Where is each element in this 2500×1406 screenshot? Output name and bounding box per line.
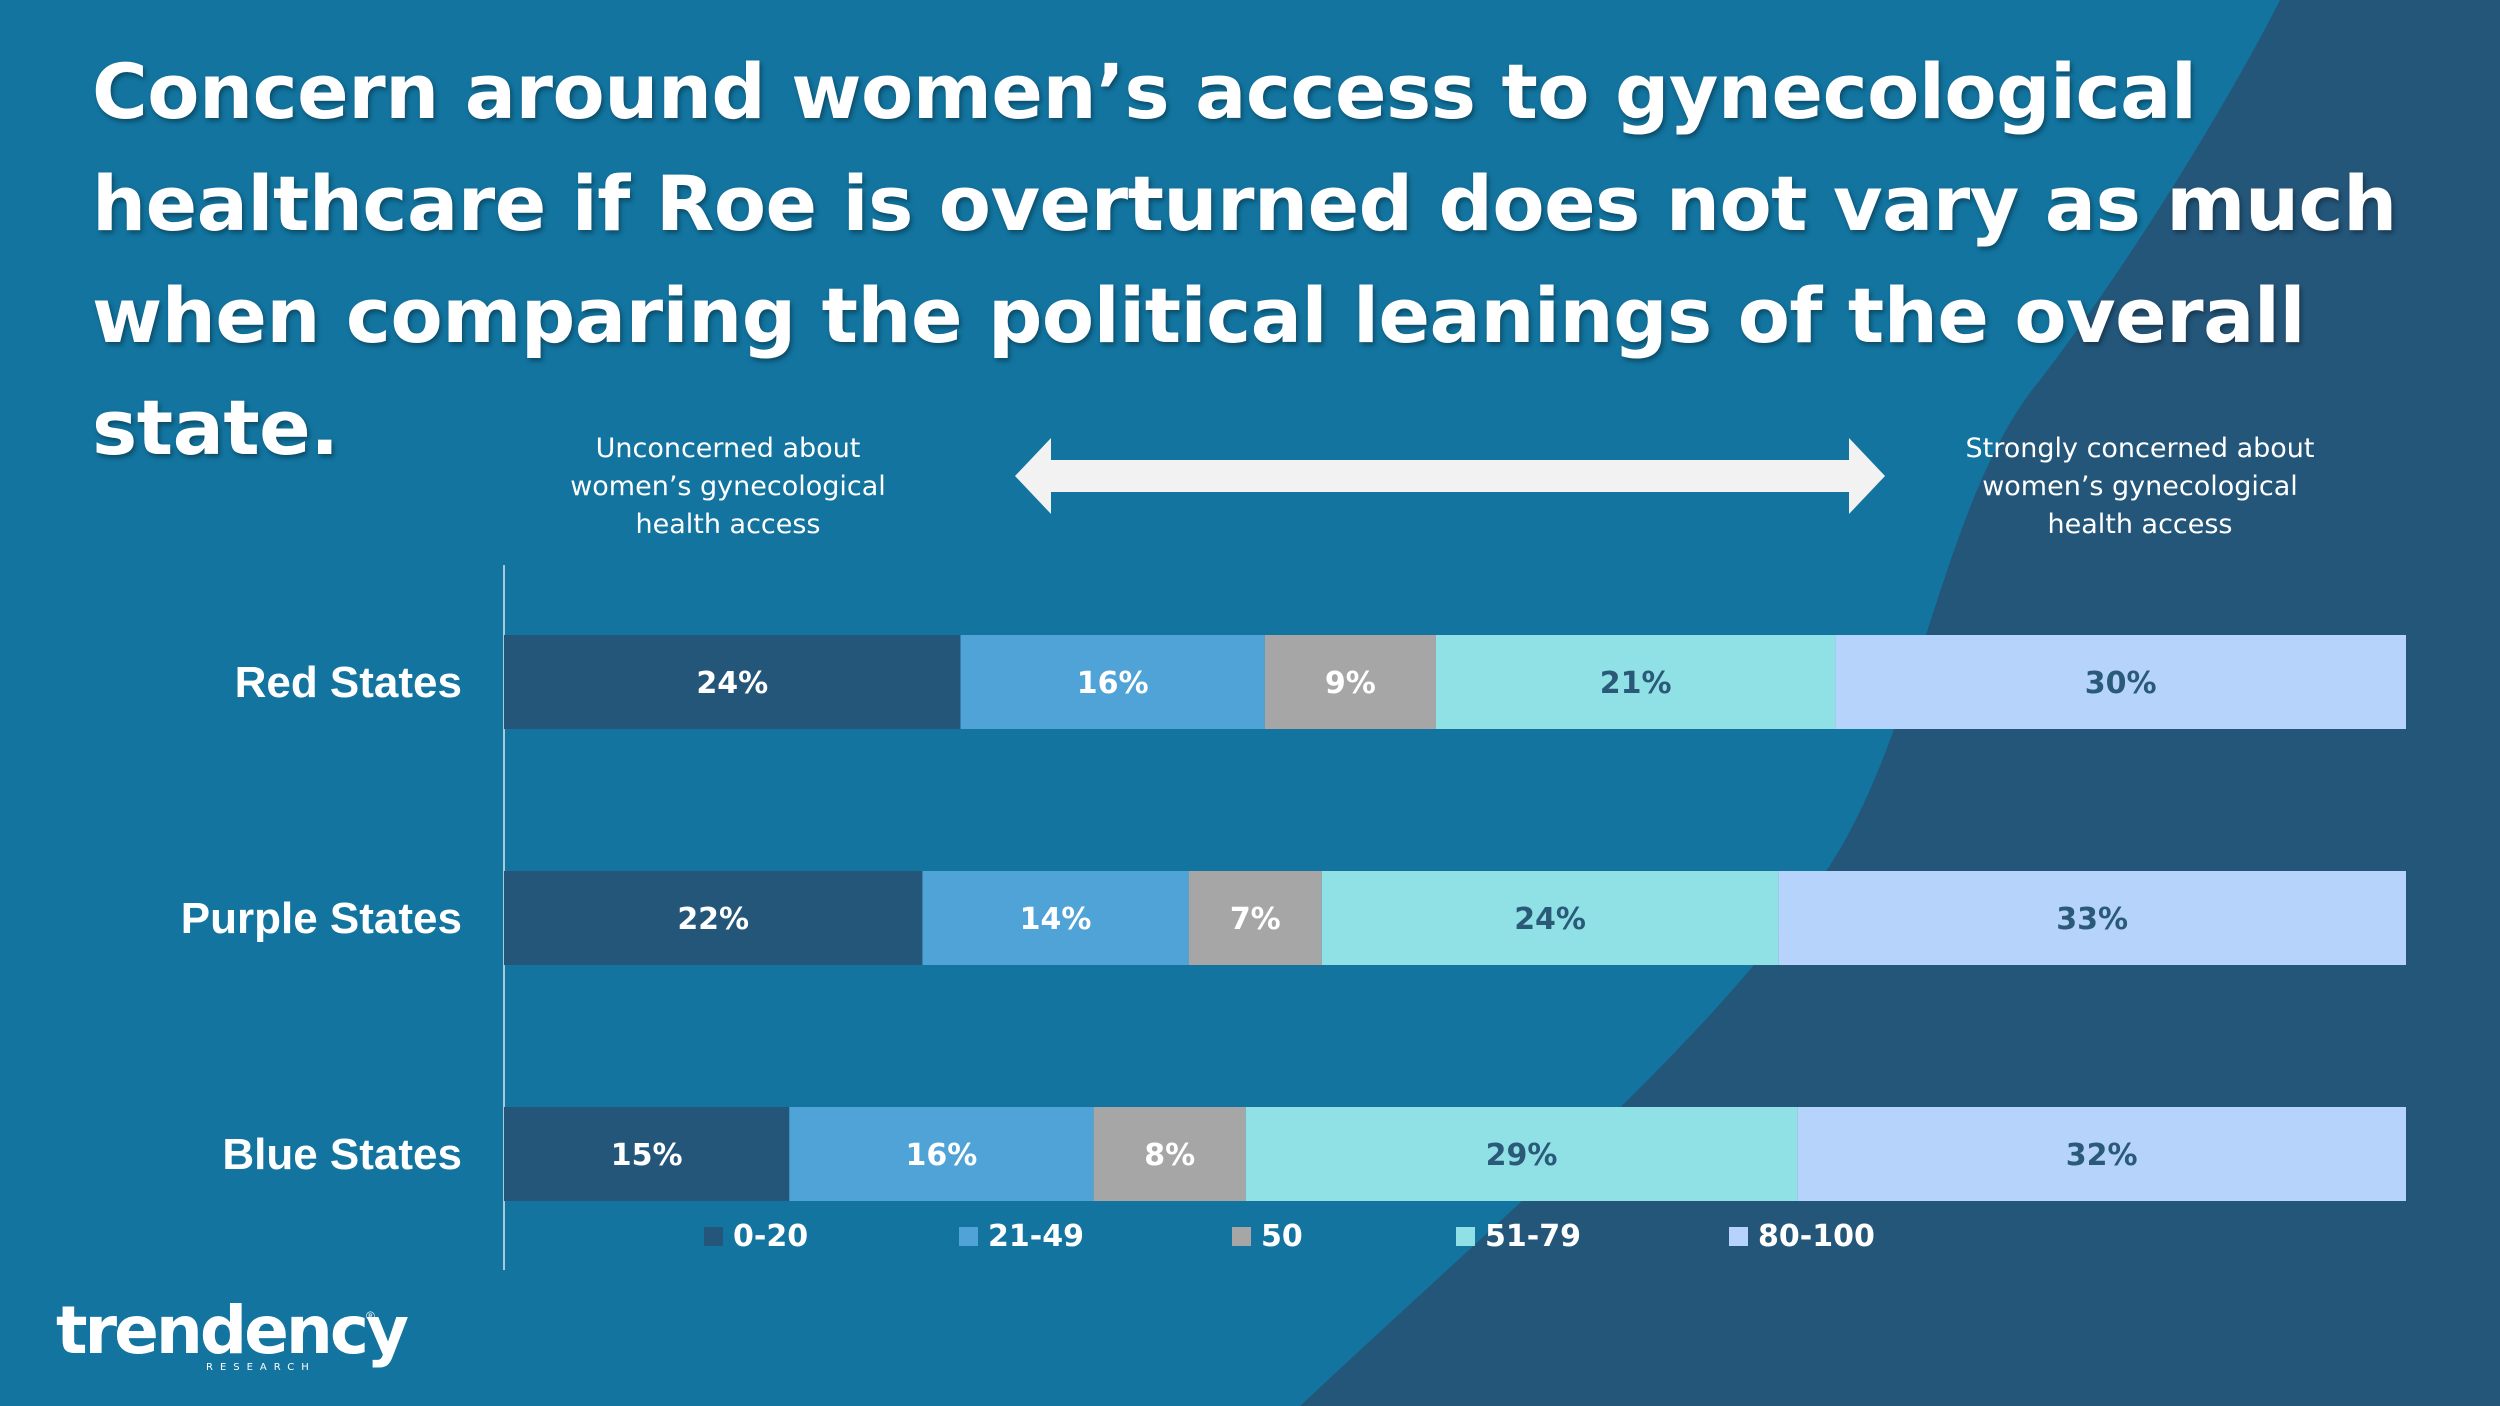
data-label: 9% xyxy=(1325,666,1376,701)
legend-swatch xyxy=(1729,1227,1748,1246)
logo-subtitle: RESEARCH xyxy=(206,1362,316,1373)
scale-label-unconcerned: Unconcerned about women’s gynecological … xyxy=(570,433,886,540)
bar-segment xyxy=(1435,635,1836,729)
bar-segment xyxy=(1093,1107,1246,1201)
bar-segment xyxy=(1797,1107,2406,1201)
bar-segment xyxy=(504,1107,790,1201)
bar-segment xyxy=(922,871,1189,965)
bar-segment xyxy=(1321,871,1779,965)
legend-label: 80-100 xyxy=(1758,1219,1875,1254)
bar-segment xyxy=(789,1107,1094,1201)
data-label: 14% xyxy=(1020,902,1092,937)
data-label: 15% xyxy=(611,1138,683,1173)
legend-swatch xyxy=(704,1227,723,1246)
logo-trademark: ® xyxy=(366,1309,375,1323)
legend-label: 50 xyxy=(1261,1219,1303,1254)
data-label: 21% xyxy=(1600,666,1672,701)
bar-segment xyxy=(1245,1107,1798,1201)
bar-segment xyxy=(504,635,961,729)
bar-segment xyxy=(960,635,1265,729)
double-arrow-icon xyxy=(1015,438,1885,514)
legend-label: 21-49 xyxy=(988,1219,1084,1254)
data-label: 16% xyxy=(906,1138,978,1173)
page-title: Concern around women’s access to gynecol… xyxy=(92,47,2397,472)
trendency-logo: trendency RESEARCH ® xyxy=(56,1295,409,1385)
data-label: 29% xyxy=(1486,1138,1558,1173)
data-label: 24% xyxy=(696,666,768,701)
data-label: 30% xyxy=(2085,666,2157,701)
category-label: Purple States xyxy=(181,894,462,943)
data-label: 24% xyxy=(1514,902,1586,937)
data-label: 33% xyxy=(2056,902,2128,937)
bar-segment xyxy=(1835,635,2406,729)
category-label: Blue States xyxy=(222,1130,462,1179)
scale-label-concerned: Strongly concerned about women’s gynecol… xyxy=(1965,433,2315,540)
data-label: 8% xyxy=(1144,1138,1195,1173)
legend-label: 51-79 xyxy=(1485,1219,1581,1254)
logo-wordmark: trendency xyxy=(56,1292,409,1369)
legend-swatch xyxy=(1232,1227,1251,1246)
legend-label: 0-20 xyxy=(733,1219,808,1254)
bar-segment xyxy=(504,871,923,965)
data-label: 32% xyxy=(2066,1138,2138,1173)
background-dark-shape xyxy=(1300,0,2500,1406)
bar-segment xyxy=(1778,871,2406,965)
legend-swatch xyxy=(959,1227,978,1246)
bar-segment xyxy=(1264,635,1436,729)
bar-segment xyxy=(1188,871,1322,965)
category-label: Red States xyxy=(235,658,462,707)
data-label: 16% xyxy=(1077,666,1149,701)
data-label: 22% xyxy=(677,902,749,937)
legend-swatch xyxy=(1456,1227,1475,1246)
data-label: 7% xyxy=(1230,902,1281,937)
